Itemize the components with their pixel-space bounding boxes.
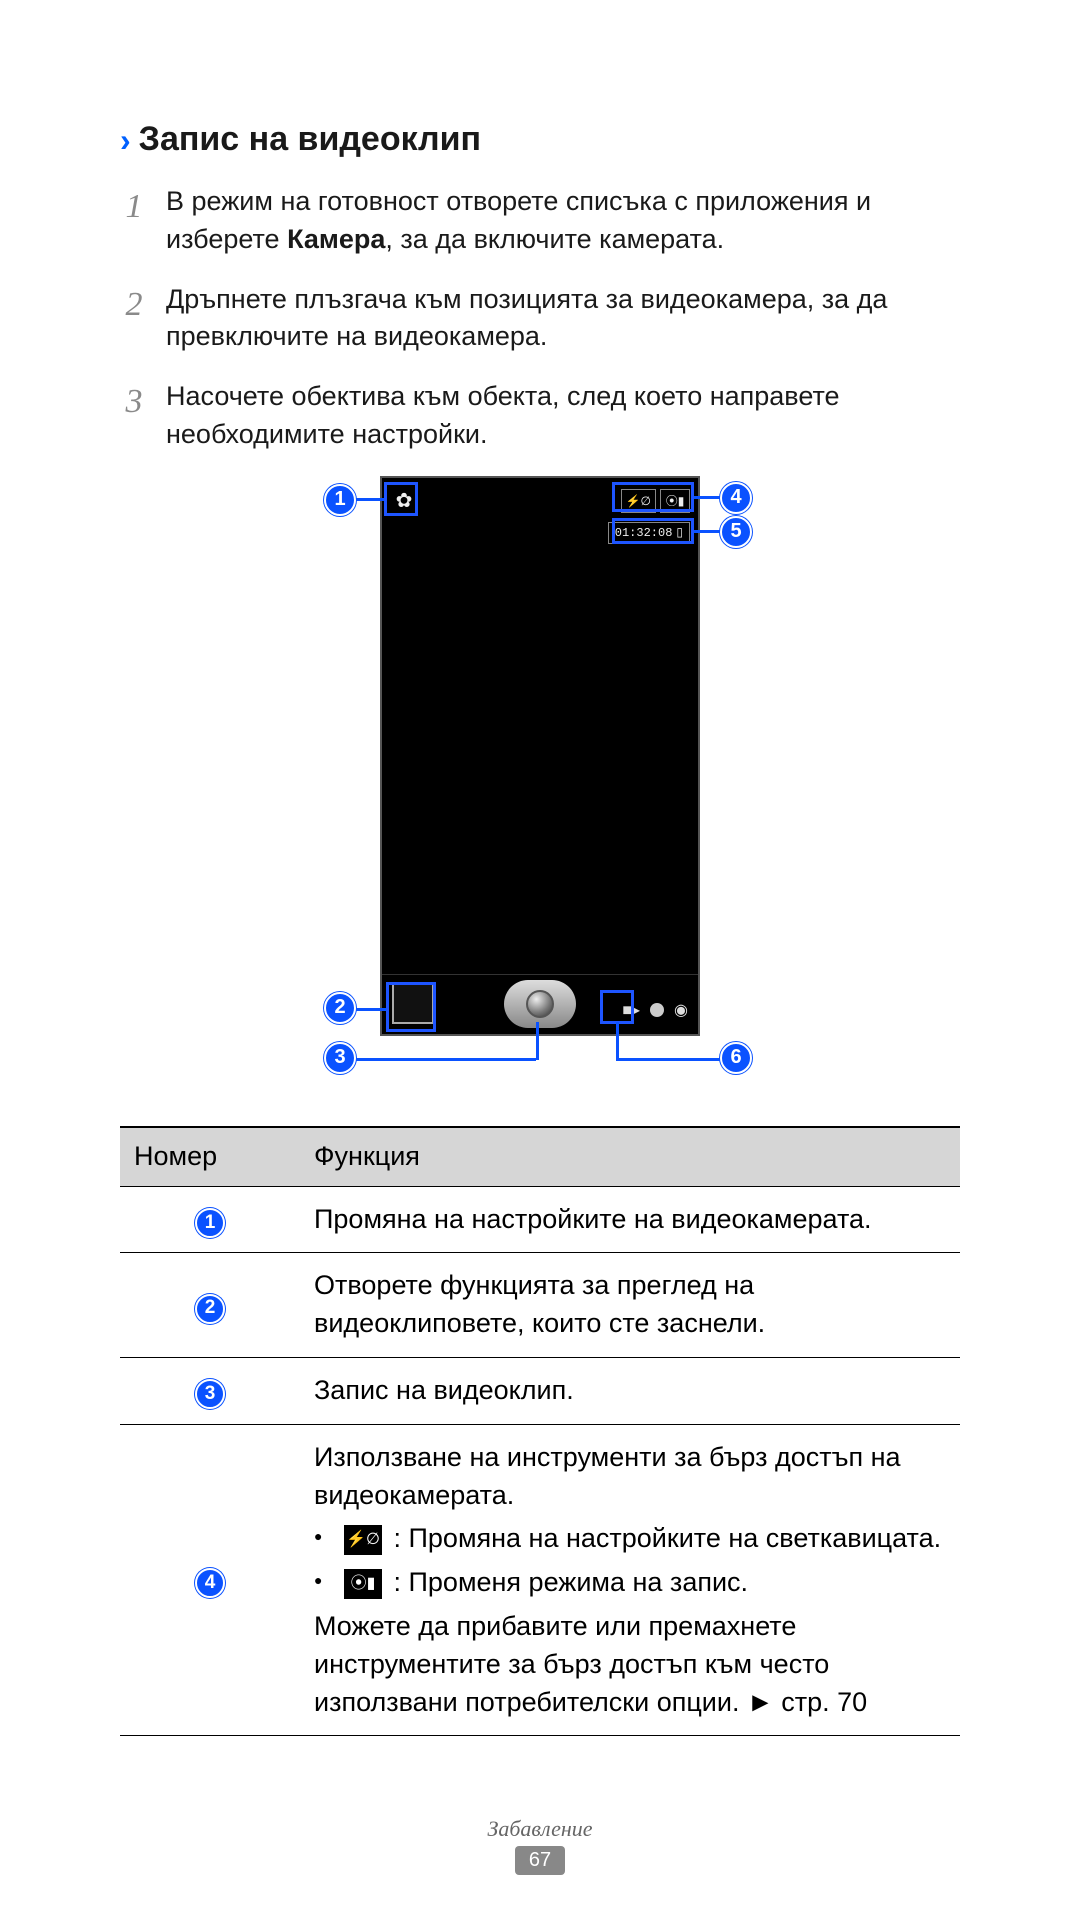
table-row: 1 Промяна на настройките на видеокамерат… [120,1186,960,1253]
page-number: 67 [515,1846,565,1875]
callout-line [356,498,384,501]
callout-3: 3 [324,1042,356,1074]
video-mode-icon: ■▸ [622,1000,640,1020]
step-text: Насочете обектива към обекта, след което… [166,378,960,454]
gear-icon: ✿ [390,487,418,515]
gallery-thumbnail [392,982,434,1024]
camcorder-figure: ✿ ⚡∅ ⦿▮ 01:32:08 ▯ ■▸ ◉ [120,476,960,1096]
step-text-post: , за да включите камерата. [385,224,724,254]
record-shutter-button [504,980,576,1028]
flash-off-icon: ⚡∅ [621,489,656,513]
phone-bottombar: ■▸ ◉ [382,974,698,1034]
phone-screenshot: ✿ ⚡∅ ⦿▮ 01:32:08 ▯ ■▸ ◉ [380,476,700,1036]
camera-mode-icon: ◉ [674,1000,688,1020]
page-footer: Забавление 67 [120,1816,960,1875]
row-badge-2: 2 [195,1294,225,1324]
callout-2: 2 [324,992,356,1024]
flash-icon: ⚡∅ [344,1525,382,1555]
row-badge-4: 4 [195,1568,225,1598]
step-number: 3 [120,378,148,454]
recording-time-indicator: 01:32:08 ▯ [608,522,690,544]
step-text: Дръпнете плъзгача към позицията за видео… [166,281,960,357]
callout-line [694,530,720,533]
step-number: 1 [120,183,148,259]
functions-table: Номер Функция 1 Промяна на настройките н… [120,1126,960,1737]
step-2: 2 Дръпнете плъзгача към позицията за вид… [120,281,960,357]
step-text: В режим на готовност отворете списъка с … [166,183,960,259]
timecode-text: 01:32:08 [615,526,673,540]
storage-icon: ▯ [676,525,683,540]
row4-b2-text: : Променя режима на запис. [386,1567,748,1597]
mode-toggle: ■▸ ◉ [622,1000,688,1020]
row4-bullet-flash: ⚡∅ : Промяна на настройките на светкавиц… [314,1520,946,1558]
callout-4: 4 [720,482,752,514]
callout-line [616,1022,619,1060]
callout-5: 5 [720,516,752,548]
record-mode-icon: ⦿▮ [660,489,690,513]
col-header-number: Номер [120,1127,300,1186]
callout-6: 6 [720,1042,752,1074]
row4-bullets: ⚡∅ : Промяна на настройките на светкавиц… [314,1520,946,1602]
callout-line [536,1022,539,1060]
title-text: Запис на видеоклип [139,120,481,159]
callout-line [356,1008,386,1011]
row-func-1: Промяна на настройките на видеокамерата. [300,1186,960,1253]
table-row: 2 Отворете функцията за преглед на видео… [120,1253,960,1358]
callout-line [616,1058,720,1061]
footer-section-name: Забавление [120,1816,960,1842]
step-text-bold: Камера [287,224,385,254]
row-func-2: Отворете функцията за преглед на видеокл… [300,1253,960,1358]
phone-topbar: ✿ ⚡∅ ⦿▮ [390,486,690,516]
callout-line [694,496,720,499]
row4-intro: Използване на инструменти за бърз достъп… [314,1439,946,1515]
row4-b1-text: : Промяна на настройките на светкавицата… [386,1523,941,1553]
callout-1: 1 [324,484,356,516]
row-func-3: Запис на видеоклип. [300,1357,960,1424]
row-badge-3: 3 [195,1379,225,1409]
table-header-row: Номер Функция [120,1127,960,1186]
shutter-inner-icon [526,990,554,1018]
quick-tool-icons: ⚡∅ ⦿▮ [621,489,690,513]
title-chevron-icon: › [120,124,131,156]
row-badge-1: 1 [195,1208,225,1238]
row-func-4: Използване на инструменти за бърз достъп… [300,1424,960,1736]
row4-outro: Можете да прибавите или премахнете инстр… [314,1608,946,1721]
step-3: 3 Насочете обектива към обекта, след кое… [120,378,960,454]
toggle-dot-icon [650,1003,664,1017]
step-number: 2 [120,281,148,357]
step-1: 1 В режим на готовност отворете списъка … [120,183,960,259]
table-row: 4 Използване на инструменти за бърз дост… [120,1424,960,1736]
table-row: 3 Запис на видеоклип. [120,1357,960,1424]
row4-bullet-mode: ⦿▮ : Променя режима на запис. [314,1564,946,1602]
section-title: › Запис на видеоклип [120,120,960,159]
callout-line [356,1058,536,1061]
record-mode-icon: ⦿▮ [344,1569,382,1599]
col-header-function: Функция [300,1127,960,1186]
